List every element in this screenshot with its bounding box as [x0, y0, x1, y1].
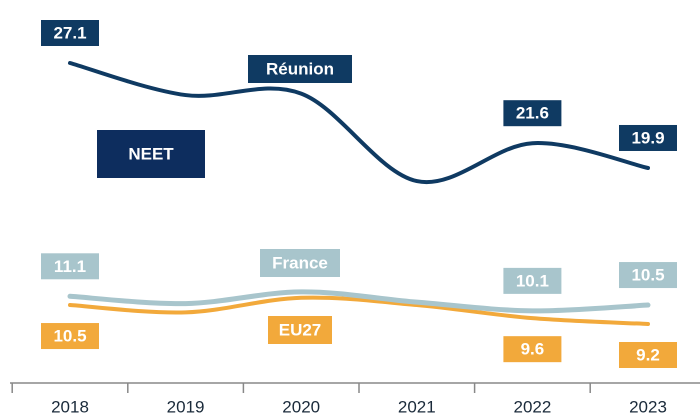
legend-box [268, 316, 332, 344]
value-label: 10.5 [53, 327, 86, 346]
legend-label: France [272, 253, 328, 272]
x-tick-label: 2019 [167, 397, 205, 416]
value-label-box [41, 323, 99, 350]
value-label: 9.6 [521, 340, 545, 359]
chart-title: NEET [128, 144, 174, 163]
value-label-box [619, 262, 677, 289]
value-label: 11.1 [54, 257, 86, 276]
value-label: 9.2 [636, 345, 660, 364]
series-line [68, 61, 650, 185]
value-label: 10.5 [631, 266, 664, 285]
value-label-box [503, 100, 562, 127]
value-label-box [503, 336, 562, 363]
x-tick-label: 2018 [51, 397, 89, 416]
value-label-box [619, 124, 677, 151]
series-line [67, 289, 651, 314]
value-label-box [619, 342, 677, 368]
title-box [97, 130, 205, 178]
value-label-box [41, 20, 99, 46]
value-label: 10.1 [516, 271, 549, 290]
legend-label: EU27 [279, 320, 322, 339]
x-tick-label: 2021 [398, 397, 436, 416]
value-label: 19.9 [631, 128, 664, 147]
legend-box [260, 249, 340, 277]
value-label: 21.6 [516, 104, 549, 123]
x-tick-label: 2023 [629, 397, 667, 416]
series-line [68, 295, 650, 326]
legend-label: Réunion [266, 59, 334, 78]
x-tick-label: 2020 [282, 397, 320, 416]
value-label: 27.1 [53, 23, 86, 42]
x-tick-label: 2022 [513, 397, 551, 416]
value-label-box [41, 253, 99, 280]
legend-box [248, 55, 352, 83]
value-label-box [503, 267, 562, 294]
